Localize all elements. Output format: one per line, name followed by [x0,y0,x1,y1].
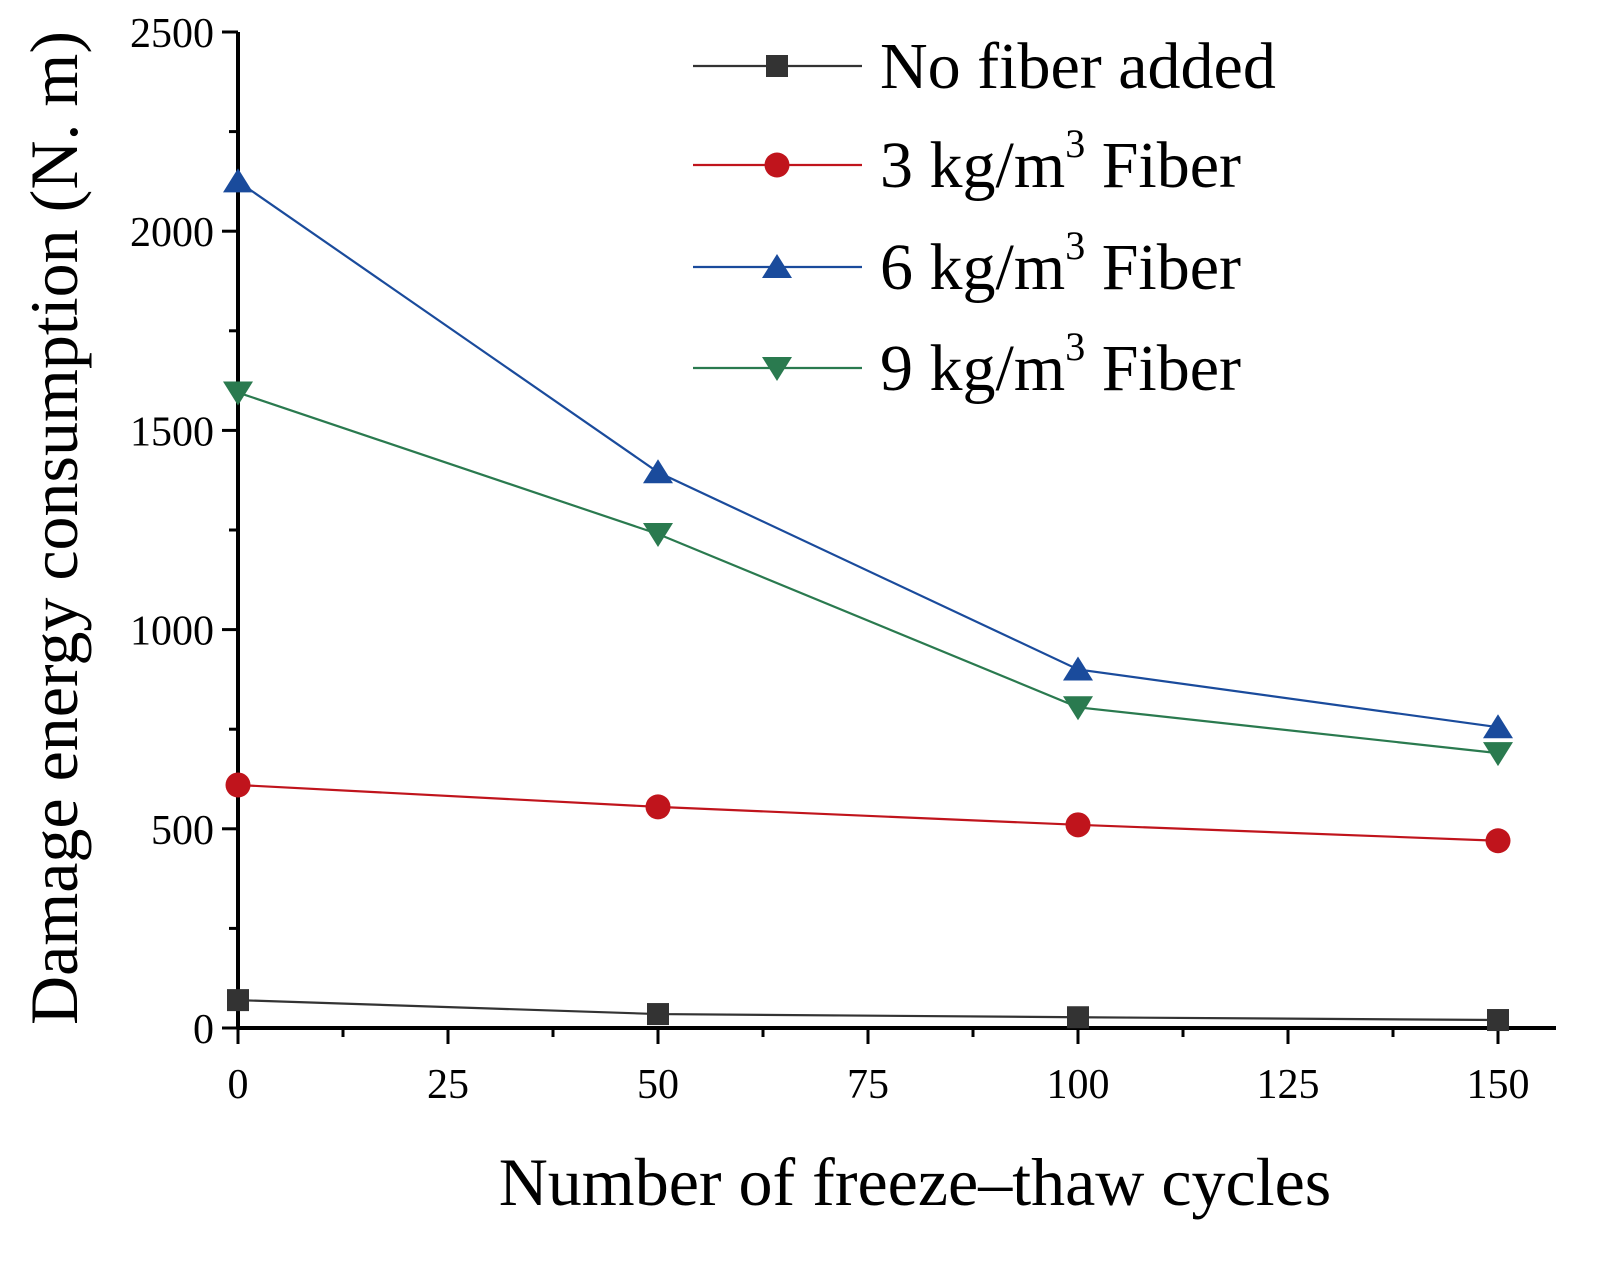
y-tick-label: 0 [193,1007,214,1053]
series-4-point [223,381,253,406]
series-lines [237,180,1499,1022]
series-1-point [647,1003,669,1026]
legend-label-suffix: Fiber [1085,332,1241,405]
y-tick-label: 500 [151,808,214,854]
series-3-point [643,459,673,484]
series-line-4 [237,391,1499,755]
x-tick-label: 75 [847,1062,889,1108]
series-1-point [1067,1006,1089,1029]
legend-label-2: 3 kg/m3 Fiber [880,121,1241,202]
series-2-point [1485,828,1511,854]
series-3-point [223,168,253,193]
series-markers [223,168,1513,1032]
series-2-point [645,794,671,820]
legend-marker-3 [762,254,792,278]
legend-label-suffix: Fiber [1085,129,1241,202]
legend-label-superscript: 3 [1065,324,1085,369]
series-1-point [227,989,249,1012]
legend-marker-2 [764,152,790,178]
legend-label-3: 6 kg/m3 Fiber [880,223,1241,304]
y-tick-label: 1500 [130,409,214,455]
series-line-2 [237,783,1499,842]
legend-label-4: 9 kg/m3 Fiber [880,324,1241,405]
x-tick-label: 50 [637,1062,679,1108]
x-axis-title: Number of freeze–thaw cycles [499,1144,1332,1220]
x-tick-label: 25 [427,1062,469,1108]
legend-label-suffix: Fiber [1085,231,1241,304]
y-tick-label: 1000 [130,609,214,655]
y-axis-title: Damage energy consumption (N. m) [16,31,92,1025]
legend-label-1: No fiber added [880,30,1276,103]
y-tick-label: 2000 [130,210,214,256]
legend-label-text: 6 kg/m [880,231,1065,304]
series-3-point [1063,656,1093,681]
series-3-point [1483,714,1513,739]
x-tick-label: 125 [1257,1062,1320,1108]
series-line-1 [237,999,1499,1022]
series-2-point [1065,812,1091,838]
y-tick-label: 2500 [130,11,214,57]
x-tick-label: 150 [1467,1062,1530,1108]
series-1-point [1487,1009,1509,1032]
series-2-point [225,772,251,798]
legend-label-superscript: 3 [1065,223,1085,268]
series-4-point [643,522,673,547]
legend-marker-1 [766,55,788,77]
legend-label-text: 3 kg/m [880,129,1065,202]
series-4-point [1483,742,1513,767]
series-line-3 [237,180,1499,729]
series-4-point [1063,696,1093,721]
legend-marker-4 [762,357,792,381]
x-tick-label: 0 [228,1062,249,1108]
legend-label-text: 9 kg/m [880,332,1065,405]
legend-label-text: No fiber added [880,30,1276,103]
x-tick-label: 100 [1047,1062,1110,1108]
legend-label-superscript: 3 [1065,121,1085,166]
